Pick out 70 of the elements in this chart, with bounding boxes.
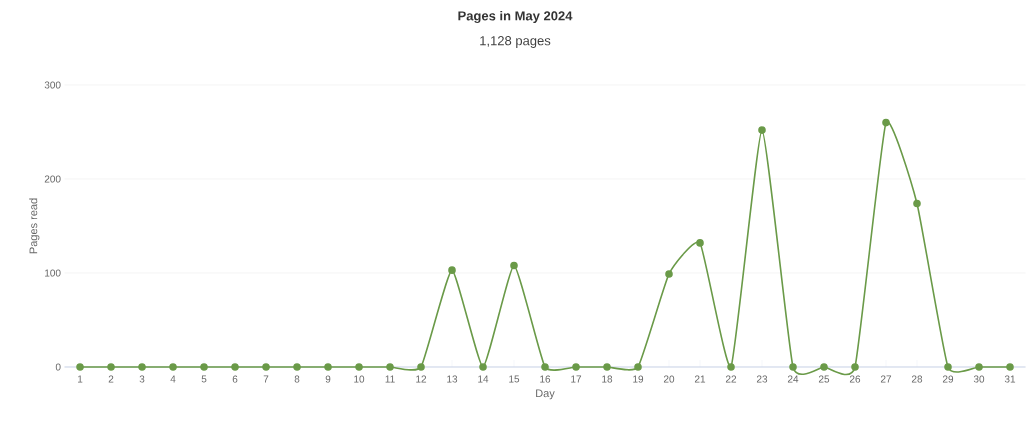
point (386, 363, 394, 371)
point (665, 270, 673, 278)
x-tick-label: 30 (973, 375, 985, 383)
x-tick-label: 31 (1004, 375, 1016, 383)
point (572, 363, 580, 371)
point (727, 363, 735, 371)
point (944, 363, 952, 371)
x-tick-label: 12 (416, 375, 427, 383)
point (882, 118, 890, 127)
x-tick-label: 28 (911, 375, 923, 383)
x-tick-label: 5 (201, 375, 207, 383)
chart-subtitle: 1,128 pages (480, 36, 551, 48)
x-tick-label: 21 (694, 375, 706, 383)
point (696, 239, 704, 247)
point (603, 363, 611, 371)
x-tick-label: 2 (108, 375, 114, 383)
point (758, 126, 766, 134)
x-tick-label: 19 (633, 375, 644, 383)
x-tick-label: 17 (571, 375, 582, 383)
x-tick-label: 24 (787, 375, 799, 383)
x-axis-title: Day (536, 389, 555, 400)
y-tick-label: 0 (55, 363, 61, 371)
point (789, 363, 797, 371)
point (169, 363, 177, 371)
point (324, 363, 332, 371)
x-tick-label: 23 (756, 375, 768, 383)
point (262, 363, 270, 371)
x-tick-label: 8 (294, 375, 300, 383)
point (138, 363, 146, 371)
point (510, 261, 518, 270)
x-tick-label: 18 (602, 375, 613, 383)
x-tick-label: 6 (232, 375, 238, 383)
x-tick-label: 27 (880, 375, 892, 383)
x-tick-label: 9 (325, 375, 331, 383)
x-tick-label: 14 (478, 375, 489, 383)
x-tick-label: 26 (849, 375, 861, 383)
x-tick-label: 15 (509, 375, 520, 383)
y-tick-label: 200 (44, 175, 61, 183)
x-tick-label: 3 (139, 375, 145, 383)
x-tick-label: 20 (663, 375, 675, 383)
point (541, 363, 549, 371)
point (851, 363, 859, 371)
x-tick-label: 25 (818, 375, 830, 383)
point (634, 363, 642, 371)
point (355, 363, 363, 371)
x-tick-label: 29 (942, 375, 954, 383)
point (1006, 363, 1014, 371)
chart-title: Pages in May 2024 (458, 10, 573, 24)
point (975, 363, 983, 371)
point (479, 363, 487, 371)
y-tick-label: 300 (44, 81, 61, 89)
point (820, 363, 828, 371)
x-tick-label: 4 (170, 375, 176, 383)
x-tick-label: 1 (78, 375, 83, 383)
point (417, 363, 425, 371)
x-tick-label: 13 (447, 375, 458, 383)
point (913, 199, 921, 208)
x-tick-label: 11 (385, 375, 395, 383)
point (231, 363, 239, 371)
point (200, 363, 208, 371)
point (448, 266, 456, 274)
point (76, 363, 84, 371)
x-tick-label: 22 (725, 375, 737, 383)
x-tick-label: 10 (354, 375, 365, 383)
x-tick-label: 16 (540, 375, 551, 383)
y-axis-title: Pages read (29, 198, 40, 254)
x-tick-label: 7 (263, 375, 269, 383)
point (107, 363, 115, 371)
point (293, 363, 301, 371)
y-tick-label: 100 (45, 269, 61, 277)
